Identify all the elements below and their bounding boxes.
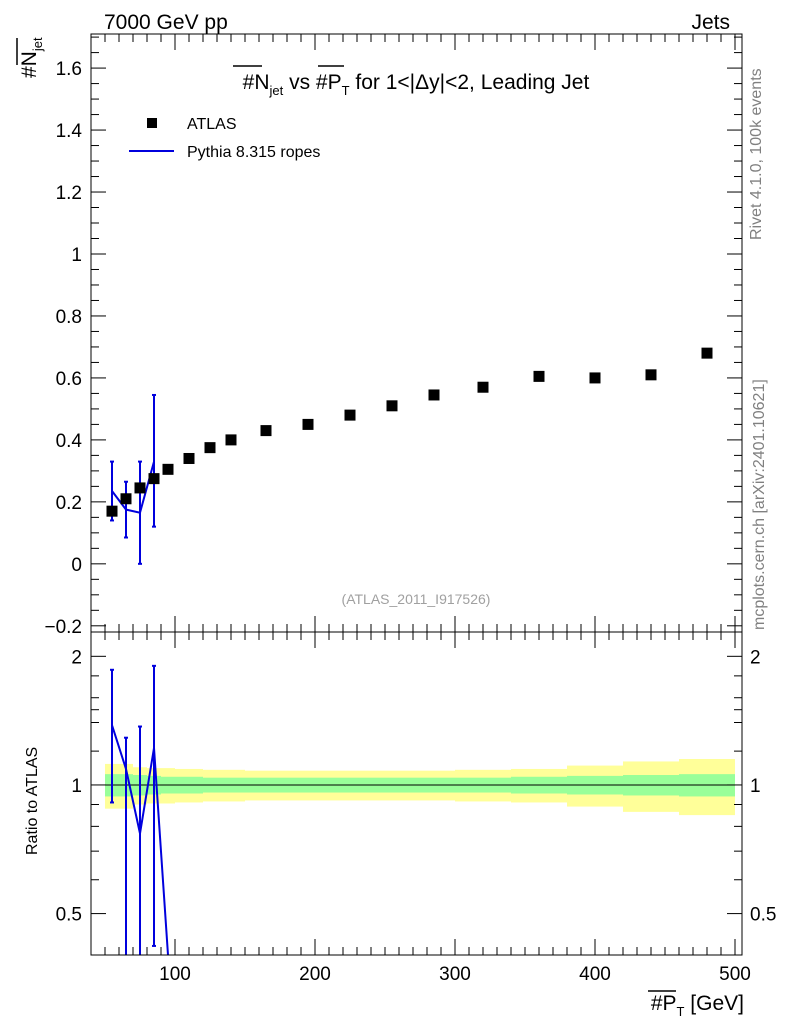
title-mid: vs #P: [283, 71, 341, 94]
main-ylabel: #Njet: [18, 37, 45, 78]
ratio-ytick-label-right: 0.5: [750, 905, 776, 926]
title-sub1: jet: [269, 83, 284, 98]
analysis-id: (ATLAS_2011_I917526): [342, 591, 491, 607]
title-sub2: T: [342, 83, 350, 98]
atlas-data-point: [120, 493, 132, 505]
ratio-ytick-label-left: 2: [71, 647, 82, 668]
ratio-xtick-label: 200: [299, 964, 331, 985]
ratio-xtick-label: 100: [159, 964, 191, 985]
main-panel-marks: [106, 347, 713, 565]
ratio-ylabel: Ratio to ATLAS: [24, 747, 41, 855]
atlas-data-point: [428, 389, 440, 401]
main-ytick-label: −0.2: [44, 617, 82, 638]
plot-title: #Njet vs #PT for 1<|Δy|<2, Leading Jet: [243, 71, 590, 98]
atlas-data-point: [645, 369, 657, 381]
main-ytick-label: 0.4: [56, 431, 83, 452]
atlas-data-point: [183, 452, 195, 464]
ratio-ytick-label-right: 1: [750, 776, 761, 797]
atlas-data-point: [260, 425, 272, 437]
rivet-version-label: Rivet 4.1.0, 100k events: [748, 68, 765, 240]
atlas-data-point: [134, 482, 146, 494]
ratio-mc-line: [111, 724, 170, 955]
main-ytick-label: 0.8: [56, 307, 82, 328]
ratio-xlabel-unit: [GeV]: [684, 992, 744, 1015]
ratio-xtick-label: 300: [439, 964, 471, 985]
title-suffix: for 1<|Δy|<2, Leading Jet: [350, 71, 590, 94]
legend-data-marker: [147, 118, 157, 128]
ratio-xtick-label: 500: [719, 964, 751, 985]
ratio-panel-frame: [90, 631, 743, 956]
main-ytick-label: 0.6: [56, 369, 82, 390]
atlas-data-point: [162, 463, 174, 475]
process-label: Jets: [691, 11, 730, 34]
atlas-data-point: [533, 370, 545, 382]
legend-mc-label: Pythia 8.315 ropes: [187, 144, 320, 161]
atlas-data-point: [386, 400, 398, 412]
source-label: mcplots.cern.ch [arXiv:2401.10621]: [751, 379, 768, 630]
ratio-xlabel-main: #P: [651, 992, 677, 1015]
main-ytick-label: 1: [71, 245, 82, 266]
ratio-panel: 100 200 300 400 500 0.5 0.5 1 1 2 2 Ratio to ATLAS…: [24, 631, 776, 1019]
ratio-ytick-label-left: 1: [71, 776, 82, 797]
atlas-data-point: [701, 347, 713, 359]
ratio-xtick-label: 400: [579, 964, 611, 985]
mc-line: [111, 461, 155, 514]
ratio-ytick-label-left: 0.5: [56, 905, 82, 926]
ratio-panel-axis: 100 200 300 400 500 0.5 0.5 1 1 2 2: [56, 632, 776, 985]
main-ylabel-sub: jet: [30, 37, 45, 52]
main-ylabel-main: #N: [18, 51, 41, 78]
atlas-data-point: [589, 372, 601, 384]
main-panel-axis: −0.2 0 0.2 0.4 0.6 0.8 1 1.2 1.4 1.6: [44, 34, 742, 638]
main-panel: −0.200.20.40.60.811.21.41.6 #Njet vs #PT…: [16, 33, 743, 638]
main-ytick-label: 1.4: [56, 121, 83, 142]
ratio-panel-marks: [105, 664, 735, 955]
ratio-ytick-label-right: 2: [750, 647, 761, 668]
energy-label: 7000 GeV pp: [104, 11, 228, 34]
atlas-data-point: [225, 434, 237, 446]
legend-data-label: ATLAS: [187, 116, 237, 133]
main-ytick-label: 1.6: [56, 59, 82, 80]
atlas-data-point: [302, 418, 314, 430]
main-ytick-label: 0: [71, 555, 82, 576]
atlas-data-point: [477, 381, 489, 393]
atlas-data-point: [148, 473, 160, 485]
main-ytick-label: 0.2: [56, 493, 82, 514]
main-ytick-label: 1.2: [56, 183, 82, 204]
atlas-data-point: [344, 409, 356, 421]
atlas-data-point: [204, 442, 216, 454]
ratio-xlabel: #PT [GeV]: [651, 992, 744, 1019]
atlas-data-point: [106, 505, 118, 517]
title-prefix: #N: [243, 71, 270, 94]
ratio-xlabel-sub: T: [677, 1004, 685, 1019]
